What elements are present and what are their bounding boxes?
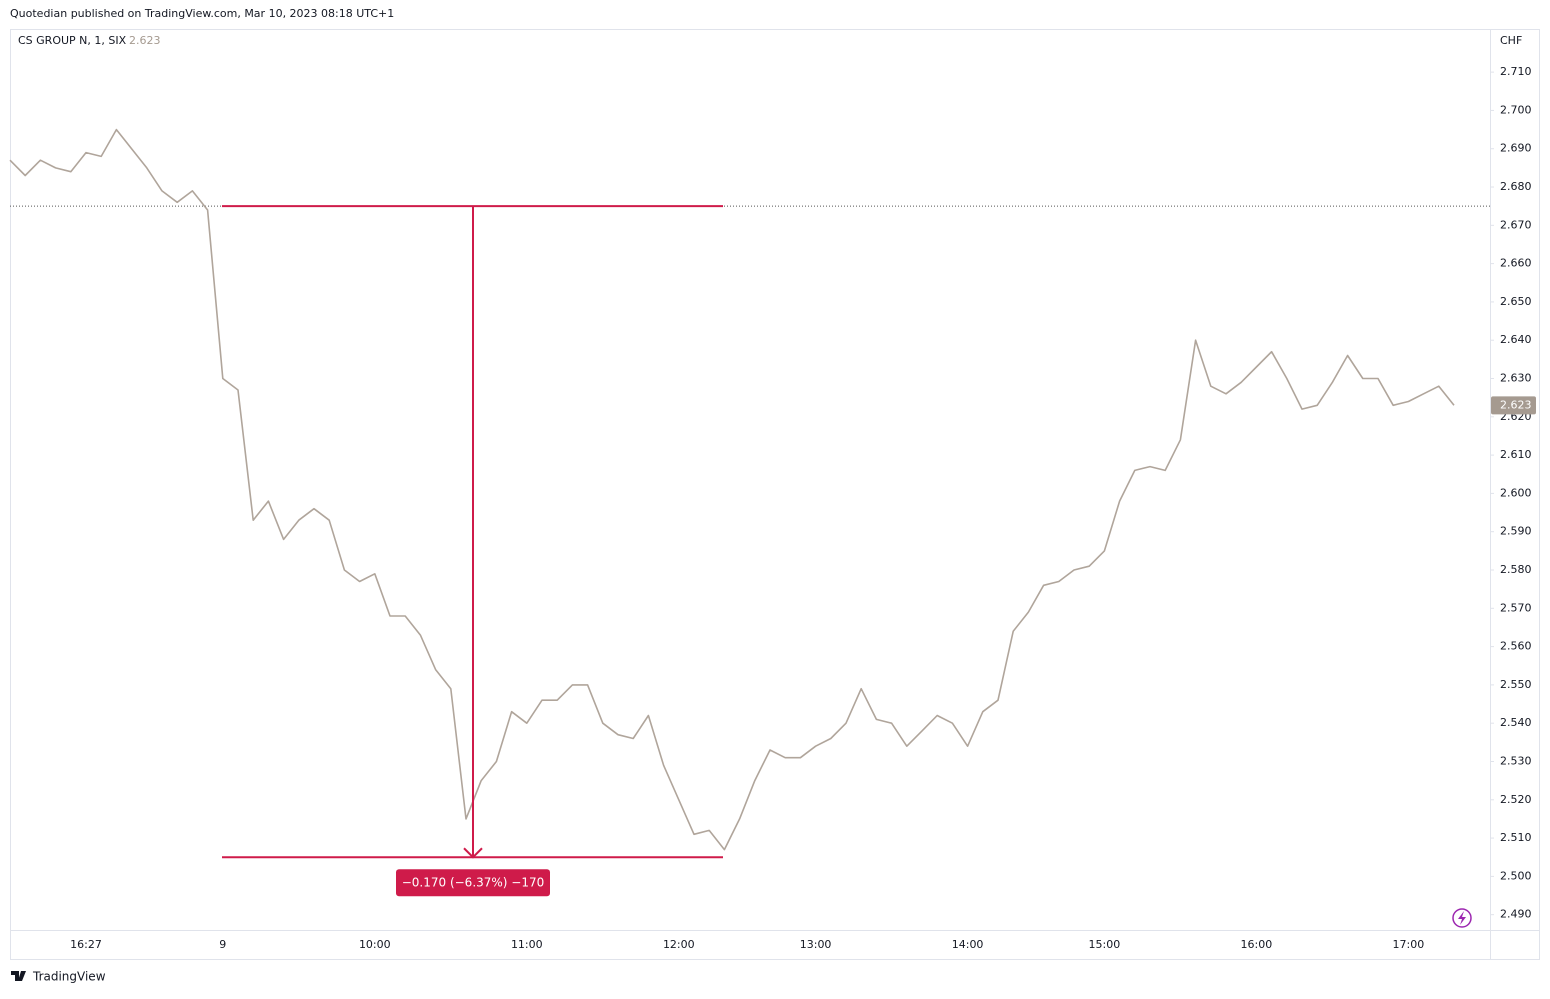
y-tick-label: 2.630 — [1500, 372, 1532, 385]
y-tick-label: 2.640 — [1500, 333, 1532, 346]
lightning-icon[interactable] — [1452, 908, 1472, 928]
y-tick-label: 2.520 — [1500, 793, 1532, 806]
y-tick-label: 2.540 — [1500, 716, 1532, 729]
currency: CHF — [1500, 34, 1522, 47]
footer-brand[interactable]: TradingView — [32, 970, 106, 984]
footer-logo[interactable]: TradingView — [11, 970, 106, 984]
measure-label: −0.170 (−6.37%) −170 — [402, 876, 545, 890]
y-tick-label: 2.600 — [1500, 486, 1532, 499]
x-tick-label: 10:00 — [359, 938, 391, 951]
y-tick-label: 2.510 — [1500, 831, 1532, 844]
x-tick-label: 14:00 — [952, 938, 984, 951]
y-tick-label: 2.710 — [1500, 65, 1532, 78]
legend-value: 2.623 — [129, 34, 161, 47]
last-price-label: 2.623 — [1500, 398, 1532, 411]
legend-name: CS GROUP N, 1, SIX — [18, 34, 127, 47]
x-tick-label: 16:00 — [1241, 938, 1273, 951]
y-tick-label: 2.560 — [1500, 640, 1532, 653]
x-tick-label: 9 — [219, 938, 226, 951]
y-tick-label: 2.500 — [1500, 869, 1532, 882]
y-tick-label: 2.700 — [1500, 103, 1532, 116]
y-tick-label: 2.660 — [1500, 257, 1532, 270]
y-tick-label: 2.690 — [1500, 142, 1532, 155]
y-tick-label: 2.670 — [1500, 218, 1532, 231]
x-tick-label: 11:00 — [511, 938, 543, 951]
y-tick-label: 2.580 — [1500, 563, 1532, 576]
header: Quotedian published on TradingView.com, … — [10, 7, 394, 20]
x-tick-label: 13:00 — [800, 938, 832, 951]
measure-arrowhead — [463, 847, 483, 859]
y-tick-label: 2.590 — [1500, 525, 1532, 538]
price-line — [9, 128, 1455, 851]
y-tick-label: 2.550 — [1500, 678, 1532, 691]
y-tick-label: 2.680 — [1500, 180, 1532, 193]
x-tick-label: 15:00 — [1089, 938, 1121, 951]
frame — [10, 29, 1540, 960]
y-tick-label: 2.530 — [1500, 754, 1532, 767]
x-tick-label: 12:00 — [663, 938, 695, 951]
y-tick-label: 2.570 — [1500, 601, 1532, 614]
measure-label-box — [396, 869, 550, 897]
y-tick-label: 2.490 — [1500, 908, 1532, 921]
y-tick-label: 2.650 — [1500, 295, 1532, 308]
y-tick-label: 2.610 — [1500, 448, 1532, 461]
last-price-badge — [1491, 396, 1536, 415]
x-tick-label: 17:00 — [1393, 938, 1425, 951]
x-tick-label: 16:27 — [70, 938, 102, 951]
